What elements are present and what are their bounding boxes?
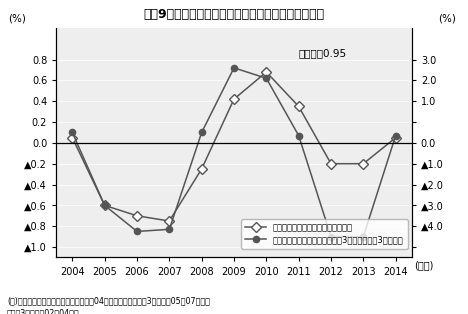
現実の成長率の変化幅（先行き3年平均－過去3年平均）	[263, 76, 269, 80]
Text: 相関係攇0.95: 相関係攇0.95	[298, 48, 346, 58]
Text: (%): (%)	[439, 14, 456, 24]
Text: (注)現実の成長率の変化幅は、たとえう04年度の場合、先行き3年平均は05～07年度、: (注)現実の成長率の変化幅は、たとえう04年度の場合、先行き3年平均は05～07…	[7, 297, 210, 306]
潜在成長率の改定幅（直近－当初）	[134, 214, 140, 218]
Text: 過去3年平均は02～04年度: 過去3年平均は02～04年度	[7, 308, 80, 314]
潜在成長率の改定幅（直近－当初）	[360, 162, 366, 165]
現実の成長率の変化幅（先行き3年平均－過去3年平均）	[360, 235, 366, 239]
Line: 潜在成長率の改定幅（直近－当初）: 潜在成長率の改定幅（直近－当初）	[69, 68, 399, 225]
Text: (%): (%)	[8, 14, 26, 24]
現実の成長率の変化幅（先行き3年平均－過去3年平均）	[167, 227, 172, 231]
潜在成長率の改定幅（直近－当初）	[199, 167, 205, 171]
潜在成長率の改定幅（直近－当初）	[102, 203, 108, 207]
潜在成長率の改定幅（直近－当初）	[296, 105, 301, 108]
現実の成長率の変化幅（先行き3年平均－過去3年平均）	[134, 230, 140, 233]
現実の成長率の変化幅（先行き3年平均－過去3年平均）	[199, 131, 205, 134]
現実の成長率の変化幅（先行き3年平均－過去3年平均）	[70, 131, 75, 134]
現実の成長率の変化幅（先行き3年平均－過去3年平均）	[102, 203, 108, 207]
Legend: 潜在成長率の改定幅（直近－当初）, 現実の成長率の変化幅（先行き3年平均－過去3年平均）: 潜在成長率の改定幅（直近－当初）, 現実の成長率の変化幅（先行き3年平均－過去3…	[241, 219, 408, 249]
Text: (年度): (年度)	[414, 261, 433, 270]
潜在成長率の改定幅（直近－当初）	[167, 219, 172, 223]
現実の成長率の変化幅（先行き3年平均－過去3年平均）	[328, 235, 334, 239]
潜在成長率の改定幅（直近－当初）	[328, 162, 334, 165]
Line: 現実の成長率の変化幅（先行き3年平均－過去3年平均）: 現実の成長率の変化幅（先行き3年平均－過去3年平均）	[69, 65, 399, 240]
Text: 図袆9　先行きの成長率が過去の潜在成長率を変える: 図袆9 先行きの成長率が過去の潜在成長率を変える	[143, 8, 325, 21]
潜在成長率の改定幅（直近－当初）	[70, 136, 75, 139]
潜在成長率の改定幅（直近－当初）	[393, 136, 398, 139]
潜在成長率の改定幅（直近－当初）	[231, 97, 237, 101]
現実の成長率の変化幅（先行き3年平均－過去3年平均）	[231, 66, 237, 70]
現実の成長率の変化幅（先行き3年平均－過去3年平均）	[393, 134, 398, 138]
潜在成長率の改定幅（直近－当初）	[263, 70, 269, 74]
現実の成長率の変化幅（先行き3年平均－過去3年平均）	[296, 134, 301, 138]
